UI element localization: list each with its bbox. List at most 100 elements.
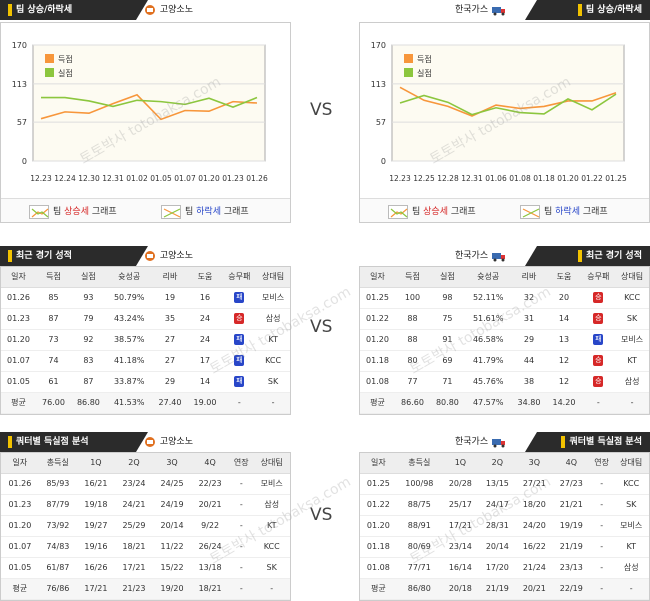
table-row: 01.05 61/87 16/26 17/21 15/22 13/18- SK [1, 557, 290, 579]
column-header: 승무패 [581, 267, 616, 288]
plot-area [32, 44, 266, 162]
recent-table-home: 일자 득점 실점 슛성공 리바 도움 승무패 상대팀 01.26 85 93 50.79% 19 16 패 모… [0, 266, 291, 415]
table-cell: 모비스 [256, 287, 290, 309]
table-cell: 50.79% [105, 287, 153, 309]
team-label-home: 고양소노 [143, 3, 193, 17]
series-line-1 [399, 93, 617, 116]
column-header: 리바 [152, 267, 188, 288]
x-tick-label: 12.28 [437, 174, 459, 183]
table-cell: KT [613, 536, 649, 558]
table-cell: 01.08 [360, 557, 397, 579]
table-cell: 21/24 [515, 557, 553, 579]
result-cell: 패 [222, 329, 257, 351]
table-cell: 88/91 [396, 515, 442, 537]
legend-label: 실점 [417, 68, 432, 78]
average-cell: 41.53% [105, 392, 153, 414]
x-tick-label: 01.20 [198, 174, 220, 183]
recent-table-away: 일자 득점 실점 슛성공 리바 도움 승무패 상대팀 01.25 100 98 52.11% 32 20 승… [359, 266, 650, 415]
x-tick-label: 01.20 [557, 174, 579, 183]
series-line-0 [40, 93, 258, 121]
column-header: 3Q [153, 453, 192, 474]
table-cell: 33.87% [105, 371, 153, 393]
result-cell: 승 [222, 308, 257, 330]
result-badge: 승 [234, 313, 245, 324]
legend-swatch [45, 54, 54, 63]
table-cell: 41.18% [105, 350, 153, 372]
average-cell: 19.00 [187, 392, 223, 414]
table-cell: 17/20 [478, 557, 516, 579]
table-cell: 13 [546, 329, 582, 351]
table-cell: 19/27 [76, 515, 115, 537]
table-cell: 73 [35, 329, 71, 351]
table-cell: 74 [35, 350, 71, 372]
average-cell: 21/23 [114, 578, 153, 600]
average-cell: - [615, 392, 649, 414]
down-graph-icon [520, 204, 540, 219]
table-cell: 46.58% [464, 329, 512, 351]
table-cell: 29 [152, 371, 188, 393]
average-cell: 평균 [1, 578, 39, 600]
column-header: 1Q [76, 453, 115, 474]
quarter-table-away: 일자 총득실 1Q 2Q 3Q 4Q 연장 상대팀 01.25 100/98 20/28 13/15 2… [359, 452, 650, 601]
table-cell: 45.76% [464, 371, 512, 393]
table-cell: SK [253, 557, 290, 579]
recent-header-away: 한국가스 최근 경기 성적 [359, 246, 650, 266]
result-badge: 승 [593, 313, 604, 324]
table-cell: 92 [70, 329, 106, 351]
table-cell: 88 [394, 329, 430, 351]
x-tick-label: 12.25 [413, 174, 435, 183]
average-cell: 20/18 [441, 578, 479, 600]
table-cell: 01.05 [1, 557, 39, 579]
trend-legend-home: 팀 상승세 그래프 팀 하락세 그래프 [1, 198, 290, 222]
team-label-away: 한국가스 [455, 249, 505, 263]
vs-label: VS [310, 317, 333, 337]
column-header: 4Q [191, 453, 230, 474]
section-tag: 팀 상승/하락세 [0, 0, 148, 20]
column-header: 3Q [515, 453, 553, 474]
plot-area [391, 44, 625, 162]
table-cell: 61/87 [38, 557, 77, 579]
column-header: 총득실 [396, 453, 442, 474]
table-cell: 19/19 [552, 515, 590, 537]
legend-up: 팀 상승세 그래프 [388, 204, 476, 219]
table-cell: 01.23 [1, 308, 36, 330]
table-cell: 20/21 [191, 494, 230, 516]
x-tick-label: 12.23 [389, 174, 411, 183]
table-cell: 20/28 [441, 473, 479, 495]
column-header: 일자 [1, 453, 39, 474]
table-row: 01.26 85 93 50.79% 19 16 패 모비스 [1, 287, 290, 309]
column-header: 상대팀 [615, 267, 649, 288]
up-graph-icon [388, 204, 408, 219]
quarter-header-away: 한국가스 쿼터별 득실점 분석 [359, 432, 650, 452]
table-cell: 31 [511, 308, 547, 330]
average-cell: 80.80 [429, 392, 465, 414]
legend-up: 팀 상승세 그래프 [29, 204, 117, 219]
table-cell: 01.25 [360, 473, 397, 495]
table-cell: 27/21 [515, 473, 553, 495]
x-tick-label: 01.05 [150, 174, 172, 183]
table-cell: 83 [70, 350, 106, 372]
table-header-row: 일자 총득실 1Q 2Q 3Q 4Q 연장 상대팀 [1, 453, 290, 474]
table-cell: 24 [187, 308, 223, 330]
average-row: 평균 76.00 86.80 41.53% 27.40 19.00- - [1, 392, 290, 414]
result-cell: 패 [222, 371, 257, 393]
table-cell: 01.26 [1, 287, 36, 309]
average-cell: 20/21 [515, 578, 553, 600]
vs-label: VS [310, 100, 333, 120]
table-cell: 모비스 [615, 329, 649, 351]
table-cell: 73/92 [38, 515, 77, 537]
average-cell: 86.60 [394, 392, 430, 414]
column-header: 일자 [1, 267, 36, 288]
table-cell: 44 [511, 350, 547, 372]
table-row: 01.25 100 98 52.11% 32 20 승 KCC [360, 287, 649, 309]
table-cell: 17 [187, 350, 223, 372]
legend-label: 실점 [58, 68, 73, 78]
trend-header-away: 한국가스 팀 상승/하락세 [359, 0, 650, 20]
table-cell: 01.08 [360, 371, 395, 393]
average-cell: - [581, 392, 616, 414]
table-cell: 01.18 [360, 536, 397, 558]
result-cell: 승 [581, 287, 616, 309]
section-tag: 팀 상승/하락세 [525, 0, 650, 20]
table-cell: 24/25 [153, 473, 192, 495]
